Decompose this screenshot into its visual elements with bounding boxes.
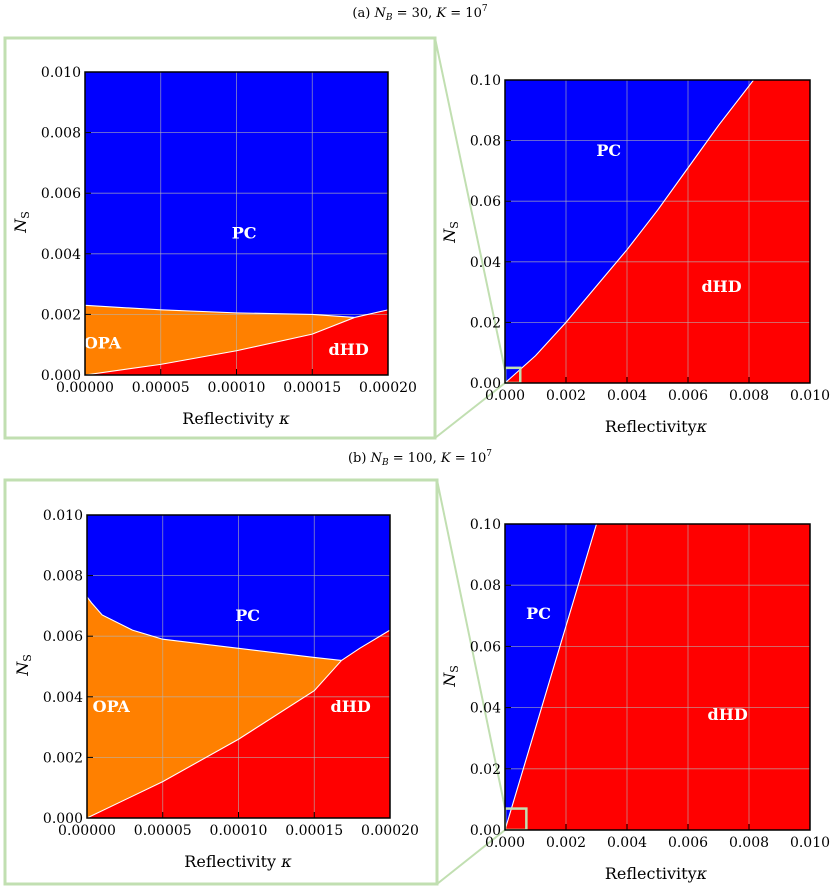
a-full-ytick-label: 0.04	[470, 255, 501, 271]
a-full-label-pc: PC	[596, 141, 621, 160]
b-full-ytick-label: 0.10	[470, 517, 501, 533]
a-full-ytick-label: 0.08	[470, 134, 501, 150]
a-zoom-ytick-label: 0.008	[41, 126, 81, 142]
b-full-xtick-label: 0.002	[546, 835, 586, 851]
b-full-xtick-label: 0.008	[729, 835, 769, 851]
b-full-ytick-label: 0.04	[470, 701, 501, 717]
caption-a: (a) NB = 30, K = 107	[352, 4, 487, 23]
b-zoom-xtick-label: 0.00015	[285, 823, 343, 839]
a-full-boundary-dhd_pc	[505, 80, 755, 383]
plot-a-zoom: Reflectivity κ NS PC OPA dHD 0.00000 0.00005…	[11, 65, 417, 428]
plot-b-full: Reflectivityκ NS PC dHD 0.000 0.002 0.004 0.0…	[440, 517, 830, 883]
ylabel-a-zoom: NS	[11, 211, 32, 234]
a-zoom-ytick-label: 0.002	[41, 307, 81, 323]
b-zoom-boundary-opa_dhd	[87, 660, 342, 818]
a-zoom-plot-area	[85, 72, 388, 375]
a-zoom-ytick-label: 0.004	[41, 247, 81, 263]
xlabel-b-zoom: Reflectivity κ	[184, 852, 292, 871]
zoom-connector-a-bottom	[434, 382, 506, 439]
b-full-ytick-label: 0.06	[470, 639, 501, 655]
b-zoom-label-dhd: dHD	[331, 697, 371, 716]
a-full-label-dhd: dHD	[701, 277, 741, 296]
a-zoom-ytick-label: 0.000	[41, 368, 81, 384]
zoom-frame-a	[3, 36, 506, 440]
b-full-xtick-label: 0.004	[607, 835, 647, 851]
b-zoom-ytick-label: 0.004	[43, 690, 83, 706]
a-zoom-xtick-label: 0.00000	[56, 380, 114, 396]
a-zoom-region-opa	[85, 305, 355, 375]
zoom-frame-a-border	[3, 36, 437, 440]
a-zoom-xtick-label: 0.00015	[283, 380, 341, 396]
a-full-ytick-label: 0.00	[470, 376, 501, 392]
b-zoom-ytick-label: 0.006	[43, 629, 83, 645]
a-zoom-boundary-dhd_pc	[354, 309, 388, 318]
b-zoom-xtick-label: 0.00010	[210, 823, 268, 839]
a-zoom-xtick-label: 0.00020	[359, 380, 417, 396]
b-full-xtick-label: 0.010	[790, 835, 830, 851]
a-full-ytick-label: 0.10	[470, 73, 501, 89]
b-full-zoom-box	[505, 807, 528, 830]
zoom-connector-a-top	[434, 37, 506, 371]
b-full-label-pc: PC	[526, 604, 551, 623]
b-full-plot-area	[505, 524, 810, 830]
b-zoom-boundary-dhd_pc	[341, 629, 390, 661]
a-full-zoom-box	[505, 366, 522, 383]
zoom-frame-b-border	[3, 478, 439, 886]
zoom-connector-b-bottom	[436, 829, 506, 885]
xlabel-b-full: Reflectivityκ	[605, 864, 708, 883]
zoom-frame-b	[3, 478, 506, 886]
b-zoom-ytick-label: 0.002	[43, 750, 83, 766]
b-zoom-region-opa	[87, 596, 342, 818]
a-zoom-label-pc: PC	[232, 224, 257, 243]
a-full-ytick-label: 0.02	[470, 315, 501, 331]
plot-b-zoom: Reflectivity κ NS PC OPA dHD 0.00000 0.00005…	[13, 508, 419, 871]
a-full-plot-area	[505, 80, 810, 383]
b-full-label-dhd: dHD	[708, 705, 748, 724]
b-zoom-ytick-label: 0.008	[43, 569, 83, 585]
caption-b: (b) NB = 100, K = 107	[348, 449, 492, 468]
a-full-xtick-label: 0.008	[729, 388, 769, 404]
a-zoom-xtick-label: 0.00010	[208, 380, 266, 396]
a-zoom-boundary-opa_dhd	[85, 316, 355, 375]
b-zoom-xtick-label: 0.00005	[134, 823, 192, 839]
zoom-connector-b-top	[436, 479, 506, 809]
b-zoom-boundary-opa_pc	[87, 596, 342, 661]
b-full-ytick-label: 0.02	[470, 762, 501, 778]
b-full-ytick-label: 0.08	[470, 578, 501, 594]
b-zoom-xtick-label: 0.00020	[361, 823, 419, 839]
ylabel-b-zoom: NS	[13, 654, 34, 677]
a-full-xtick-label: 0.010	[790, 388, 830, 404]
ylabel-b-full: NS	[440, 665, 461, 688]
b-full-region-dhd	[505, 524, 810, 830]
b-full-xtick-label: 0.000	[485, 835, 525, 851]
b-full-xtick-label: 0.006	[668, 835, 708, 851]
xlabel-a-zoom: Reflectivity κ	[182, 409, 290, 428]
b-zoom-ytick-label: 0.010	[43, 508, 83, 524]
a-full-xtick-label: 0.006	[668, 388, 708, 404]
b-zoom-plot-area	[87, 515, 390, 818]
a-zoom-ytick-label: 0.006	[41, 186, 81, 202]
plot-a-full: Reflectivityκ NS PC dHD 0.000 0.002 0.004 0.0…	[440, 73, 830, 436]
a-zoom-ytick-label: 0.010	[41, 65, 81, 81]
b-zoom-label-pc: PC	[235, 606, 260, 625]
b-zoom-ytick-label: 0.000	[43, 811, 83, 827]
ylabel-a-full: NS	[440, 221, 461, 244]
a-full-xtick-label: 0.004	[607, 388, 647, 404]
a-zoom-boundary-opa_pc	[85, 304, 355, 318]
xlabel-a-full: Reflectivityκ	[605, 417, 708, 436]
a-zoom-xtick-label: 0.00005	[132, 380, 190, 396]
a-full-region-dhd	[505, 80, 810, 383]
b-full-frame	[504, 523, 811, 831]
a-full-frame	[504, 79, 811, 384]
b-full-ytick-label: 0.00	[470, 823, 501, 839]
a-full-ytick-label: 0.06	[470, 194, 501, 210]
b-full-boundary-dhd_pc	[505, 524, 598, 830]
a-full-xtick-label: 0.002	[546, 388, 586, 404]
b-zoom-xtick-label: 0.00000	[58, 823, 116, 839]
a-zoom-label-opa: OPA	[84, 333, 122, 352]
b-zoom-label-opa: OPA	[93, 697, 131, 716]
a-zoom-label-dhd: dHD	[329, 340, 369, 359]
a-full-xtick-label: 0.000	[485, 388, 525, 404]
